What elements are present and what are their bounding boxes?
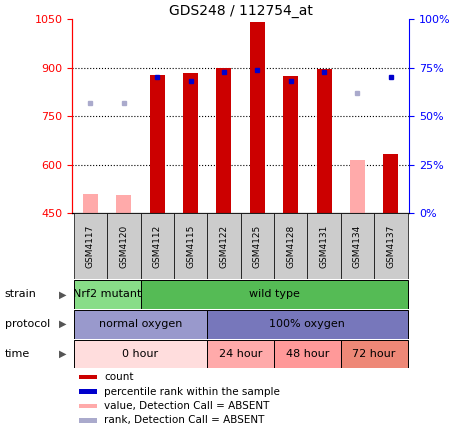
Bar	[207, 340, 274, 368]
Bar	[216, 68, 232, 213]
Text: ▶: ▶	[59, 319, 66, 329]
Text: GSM4134: GSM4134	[353, 225, 362, 268]
Text: protocol: protocol	[5, 319, 50, 329]
Bar	[79, 389, 97, 394]
Text: GSM4125: GSM4125	[253, 225, 262, 268]
Text: strain: strain	[5, 289, 37, 299]
Bar	[341, 340, 407, 368]
Bar	[74, 213, 107, 279]
Bar	[383, 154, 399, 213]
Bar	[140, 213, 174, 279]
Bar	[274, 340, 341, 368]
Bar	[174, 213, 207, 279]
Bar	[74, 340, 207, 368]
Bar	[207, 213, 240, 279]
Text: 100% oxygen: 100% oxygen	[269, 319, 345, 329]
Bar	[79, 418, 97, 423]
Bar	[107, 213, 140, 279]
Text: ▶: ▶	[59, 289, 66, 299]
Bar	[283, 76, 298, 213]
Bar	[74, 310, 207, 339]
Bar	[250, 23, 265, 213]
Text: rank, Detection Call = ABSENT: rank, Detection Call = ABSENT	[104, 415, 265, 426]
Bar	[307, 213, 341, 279]
Text: GSM4131: GSM4131	[319, 225, 329, 268]
Text: GSM4115: GSM4115	[186, 225, 195, 268]
Text: wild type: wild type	[249, 289, 299, 299]
Text: GSM4128: GSM4128	[286, 225, 295, 268]
Bar	[79, 375, 97, 380]
Bar	[116, 195, 131, 213]
Text: GSM4137: GSM4137	[386, 225, 395, 268]
Bar	[79, 404, 97, 408]
Text: 24 hour: 24 hour	[219, 349, 262, 359]
Text: GSM4120: GSM4120	[120, 225, 128, 268]
Bar	[374, 213, 407, 279]
Text: GSM4117: GSM4117	[86, 225, 95, 268]
Bar	[350, 160, 365, 213]
Text: 0 hour: 0 hour	[122, 349, 159, 359]
Bar	[140, 280, 407, 309]
Text: Nrf2 mutant: Nrf2 mutant	[73, 289, 141, 299]
Bar	[240, 213, 274, 279]
Bar	[341, 213, 374, 279]
Bar	[207, 310, 407, 339]
Bar	[183, 73, 198, 213]
Text: GSM4112: GSM4112	[153, 225, 162, 268]
Text: GSM4122: GSM4122	[219, 225, 228, 268]
Bar	[83, 193, 98, 213]
Text: value, Detection Call = ABSENT: value, Detection Call = ABSENT	[104, 401, 270, 411]
Title: GDS248 / 112754_at: GDS248 / 112754_at	[169, 4, 312, 18]
Text: time: time	[5, 349, 30, 359]
Bar	[317, 69, 332, 213]
Text: ▶: ▶	[59, 349, 66, 359]
Text: count: count	[104, 372, 133, 382]
Text: 72 hour: 72 hour	[352, 349, 396, 359]
Bar	[74, 280, 140, 309]
Bar	[274, 213, 307, 279]
Text: normal oxygen: normal oxygen	[99, 319, 182, 329]
Bar	[150, 75, 165, 213]
Text: 48 hour: 48 hour	[286, 349, 329, 359]
Text: percentile rank within the sample: percentile rank within the sample	[104, 387, 280, 397]
